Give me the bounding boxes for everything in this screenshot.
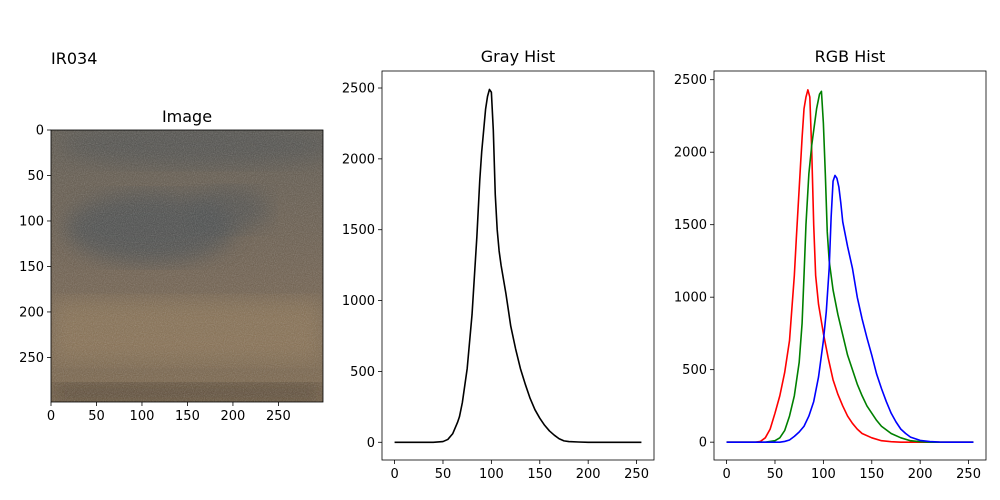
gray-hist-y-axis: 0 500 1000 1500 2000 2500 (342, 82, 382, 451)
rgb-hist-y-axis: 0 500 1000 1500 2000 2500 (674, 73, 714, 451)
gray-hist-panel: Gray Hist 0 50 100 150 200 250 0 500 1000 1500 20… (342, 47, 655, 482)
gray-hist-series-line-0 (394, 88, 642, 444)
gray-hist-x-tick-label: 200 (576, 467, 601, 482)
image-y-tick-label: 100 (19, 214, 44, 229)
skin-image-grain (51, 130, 323, 402)
rgb-hist-x-tick-label: 0 (722, 467, 730, 482)
gray-hist-x-tick-label: 150 (527, 467, 552, 482)
image-y-tick-label: 0 (36, 124, 44, 139)
rgb-hist-y-tick-label: 2500 (674, 73, 707, 88)
rgb-hist-y-tick-label: 500 (682, 363, 707, 378)
gray-hist-x-axis: 0 50 100 150 200 250 (390, 460, 649, 482)
gray-hist-y-tick-label: 1500 (342, 223, 375, 238)
gray-hist-y-tick-label: 0 (367, 436, 375, 451)
gray-hist-title: Gray Hist (481, 47, 555, 66)
rgb-hist-series-line-0 (726, 89, 974, 443)
rgb-hist-y-tick-label: 1000 (674, 291, 707, 306)
image-x-tick-label: 100 (130, 409, 155, 424)
rgb-hist-lines (726, 89, 974, 443)
gray-hist-x-tick-label: 0 (390, 467, 398, 482)
image-x-tick-label: 0 (47, 409, 55, 424)
rgb-hist-x-tick-label: 50 (767, 467, 784, 482)
image-x-axis: 0 50 100 150 200 250 (47, 402, 291, 424)
rgb-hist-x-tick-label: 150 (859, 467, 884, 482)
gray-hist-y-tick-label: 2000 (342, 152, 375, 167)
image-x-tick-label: 250 (266, 409, 291, 424)
image-frame (50, 129, 324, 403)
gray-hist-y-tick-label: 2500 (342, 82, 375, 97)
image-y-tick-label: 50 (27, 169, 44, 184)
gray-hist-x-tick-label: 250 (624, 467, 649, 482)
image-panel: Image 0 50 100 150 200 250 0 50 100 150 200 250 (19, 107, 324, 424)
rgb-hist-title: RGB Hist (815, 47, 886, 66)
image-y-tick-label: 150 (19, 260, 44, 275)
rgb-hist-series-line-1 (726, 90, 974, 443)
image-y-axis: 0 50 100 150 200 250 (19, 124, 51, 366)
rgb-hist-panel: RGB Hist 0 50 100 150 200 250 0 500 1000 1500 200… (674, 47, 987, 482)
rgb-hist-series-line-2 (726, 174, 974, 443)
rgb-hist-frame (713, 70, 987, 461)
rgb-hist-x-tick-label: 250 (956, 467, 981, 482)
gray-hist-x-tick-label: 50 (435, 467, 452, 482)
image-x-tick-label: 200 (221, 409, 246, 424)
rgb-hist-x-axis: 0 50 100 150 200 250 (722, 460, 981, 482)
gray-hist-frame (381, 70, 655, 461)
gray-hist-y-tick-label: 1000 (342, 294, 375, 309)
rgb-hist-y-tick-label: 0 (699, 436, 707, 451)
gray-hist-lines (394, 88, 642, 444)
image-y-tick-label: 200 (19, 305, 44, 320)
rgb-hist-x-tick-label: 200 (908, 467, 933, 482)
image-y-tick-label: 250 (19, 351, 44, 366)
skin-image (51, 130, 323, 402)
rgb-hist-y-tick-label: 1500 (674, 218, 707, 233)
gray-hist-y-tick-label: 500 (350, 365, 375, 380)
rgb-hist-y-tick-label: 2000 (674, 146, 707, 161)
image-x-tick-label: 150 (175, 409, 200, 424)
image-x-tick-label: 50 (88, 409, 105, 424)
image-panel-title: Image (162, 107, 212, 126)
rgb-hist-x-tick-label: 100 (811, 467, 836, 482)
figure-label: IR034 (51, 49, 97, 68)
gray-hist-x-tick-label: 100 (479, 467, 504, 482)
